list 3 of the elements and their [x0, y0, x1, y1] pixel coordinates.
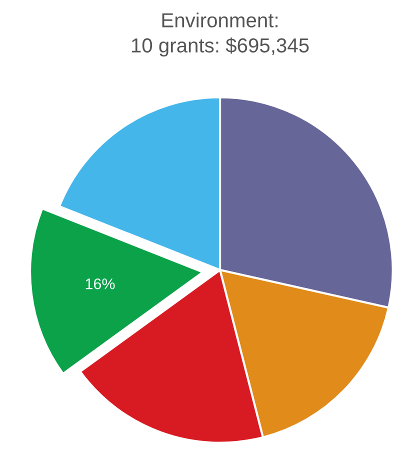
- data-label: 16%: [86, 278, 115, 290]
- chart-subtitle: 10 grants: $695,345: [132, 37, 309, 57]
- chart-title: Environment:: [162, 12, 278, 28]
